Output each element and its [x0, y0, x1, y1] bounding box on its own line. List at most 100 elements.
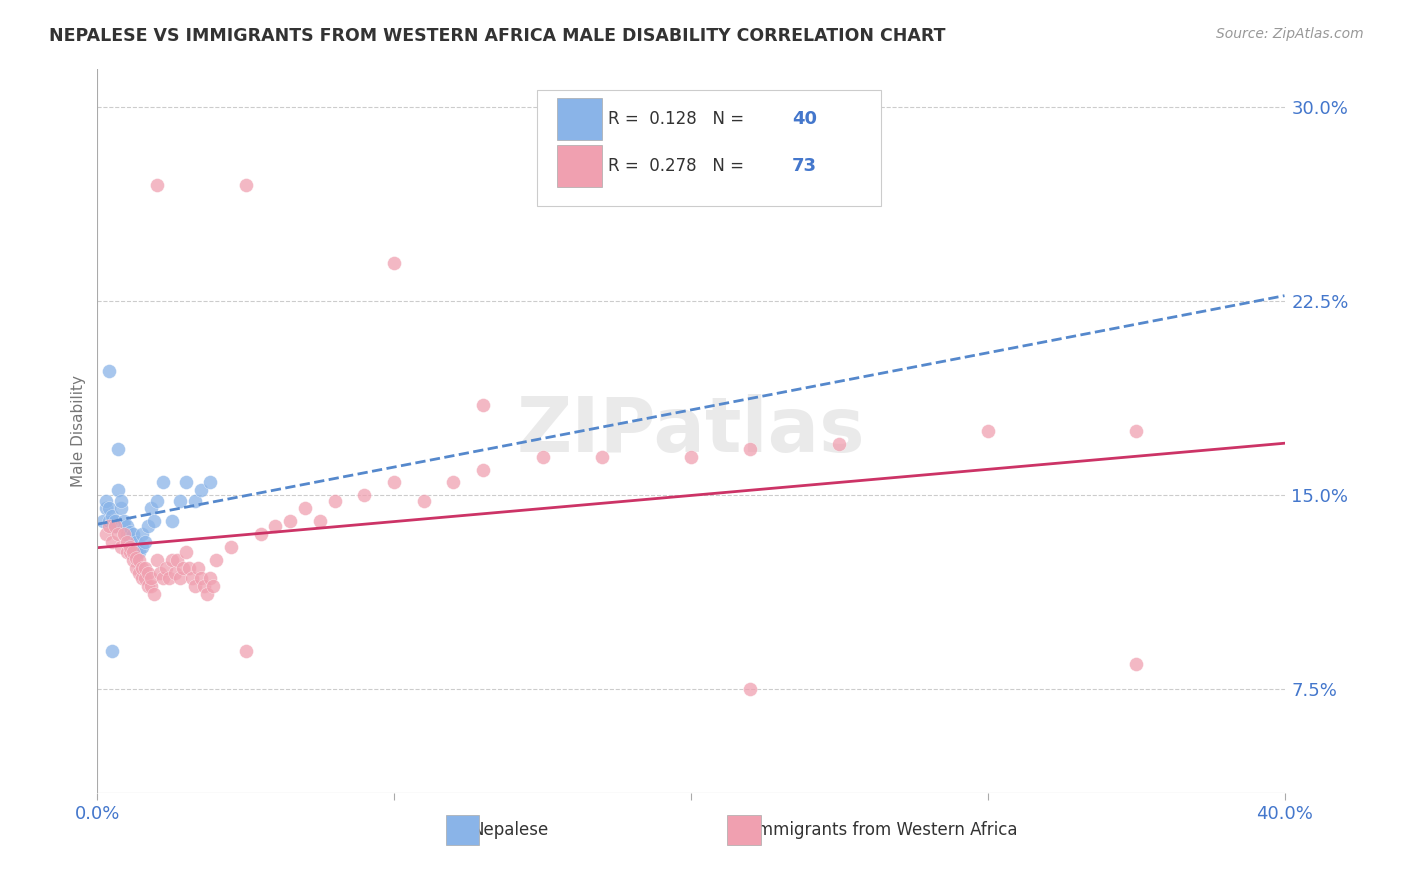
Point: [112, 514, 135, 528]
Y-axis label: Male Disability: Male Disability: [72, 375, 86, 487]
Point: [169, 493, 191, 508]
Point: [219, 540, 242, 554]
Point: [131, 561, 153, 575]
Point: [112, 519, 135, 533]
Text: Source: ZipAtlas.com: Source: ZipAtlas.com: [1216, 27, 1364, 41]
Point: [181, 571, 204, 585]
Point: [131, 527, 153, 541]
Point: [139, 579, 162, 593]
Point: [353, 488, 375, 502]
Point: [152, 475, 174, 490]
Text: 73: 73: [792, 157, 817, 176]
Point: [122, 545, 145, 559]
Point: [412, 493, 434, 508]
Point: [179, 561, 201, 575]
Point: [190, 571, 212, 585]
Point: [101, 643, 124, 657]
Point: [160, 514, 183, 528]
Point: [136, 566, 159, 580]
Point: [249, 527, 271, 541]
Point: [235, 643, 257, 657]
Point: [323, 493, 346, 508]
Point: [139, 501, 162, 516]
Text: Nepalese: Nepalese: [471, 821, 548, 839]
Point: [195, 587, 218, 601]
Point: [443, 475, 465, 490]
Point: [294, 501, 316, 516]
Point: [1125, 657, 1147, 671]
Point: [235, 178, 257, 192]
Point: [128, 553, 150, 567]
Point: [115, 535, 138, 549]
Point: [145, 493, 167, 508]
Point: [382, 255, 405, 269]
Point: [591, 450, 613, 464]
Point: [139, 571, 162, 585]
Point: [115, 545, 138, 559]
Point: [828, 436, 851, 450]
Point: [122, 527, 145, 541]
Point: [264, 519, 287, 533]
Point: [122, 540, 145, 554]
Point: [104, 519, 127, 533]
Point: [145, 178, 167, 192]
Text: ZIPatlas: ZIPatlas: [516, 393, 865, 467]
Point: [176, 545, 198, 559]
Point: [309, 514, 332, 528]
Point: [104, 519, 127, 533]
Text: Immigrants from Western Africa: Immigrants from Western Africa: [752, 821, 1018, 839]
Point: [190, 483, 212, 498]
Point: [118, 524, 141, 539]
Point: [149, 566, 172, 580]
Point: [472, 462, 495, 476]
Point: [98, 514, 121, 528]
Point: [166, 553, 188, 567]
Text: R =  0.278   N =: R = 0.278 N =: [607, 157, 749, 176]
Point: [740, 682, 762, 697]
Point: [184, 579, 207, 593]
Point: [96, 493, 118, 508]
Text: 40: 40: [792, 110, 817, 128]
Point: [169, 571, 191, 585]
Point: [128, 566, 150, 580]
Point: [131, 571, 153, 585]
Point: [131, 540, 153, 554]
Point: [740, 442, 762, 456]
Point: [96, 501, 118, 516]
Point: [176, 475, 198, 490]
Point: [110, 501, 132, 516]
Point: [163, 566, 186, 580]
FancyBboxPatch shape: [537, 90, 882, 206]
Point: [202, 579, 225, 593]
Point: [98, 364, 121, 378]
Point: [107, 483, 129, 498]
Point: [184, 493, 207, 508]
Point: [98, 501, 121, 516]
Point: [142, 514, 165, 528]
Point: [134, 571, 156, 585]
Point: [172, 561, 194, 575]
Point: [107, 527, 129, 541]
Point: [125, 550, 148, 565]
Point: [101, 535, 124, 549]
Point: [1125, 424, 1147, 438]
Point: [110, 540, 132, 554]
Point: [531, 450, 554, 464]
Point: [101, 509, 124, 524]
Point: [128, 545, 150, 559]
Point: [152, 571, 174, 585]
Point: [112, 527, 135, 541]
Point: [145, 553, 167, 567]
Point: [96, 527, 118, 541]
Point: [118, 540, 141, 554]
Point: [134, 535, 156, 549]
Point: [976, 424, 998, 438]
Point: [382, 475, 405, 490]
Point: [101, 514, 124, 528]
Point: [278, 514, 301, 528]
Point: [118, 533, 141, 547]
Point: [155, 561, 177, 575]
Point: [187, 561, 209, 575]
Point: [98, 519, 121, 533]
Text: NEPALESE VS IMMIGRANTS FROM WESTERN AFRICA MALE DISABILITY CORRELATION CHART: NEPALESE VS IMMIGRANTS FROM WESTERN AFRI…: [49, 27, 946, 45]
